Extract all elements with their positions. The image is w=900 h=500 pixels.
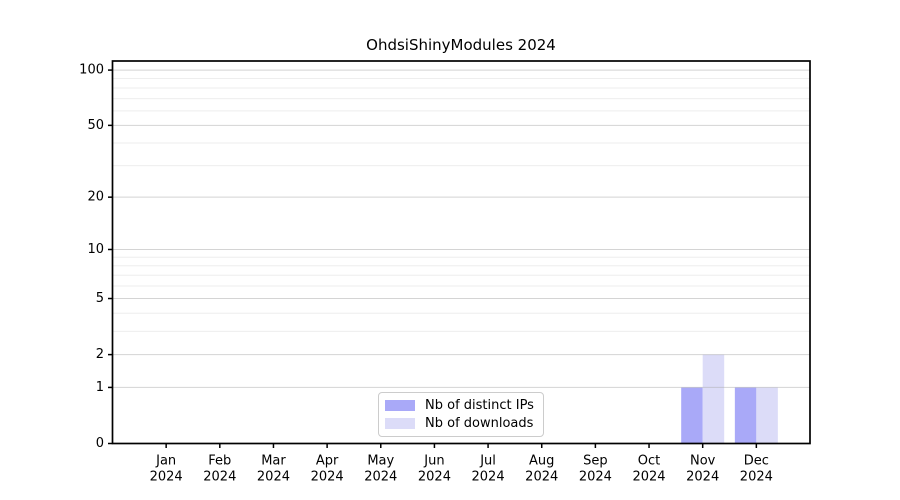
x-tick-label-month-mar: Mar bbox=[261, 454, 286, 469]
x-tick-label-year-nov: 2024 bbox=[686, 470, 719, 485]
x-tick-label-year-jun: 2024 bbox=[418, 470, 451, 485]
x-tick-label-year-feb: 2024 bbox=[203, 470, 236, 485]
y-tick-label-5: 5 bbox=[96, 291, 104, 306]
x-tick-label-year-aug: 2024 bbox=[525, 470, 558, 485]
legend-swatch-distinct-ips bbox=[385, 400, 415, 411]
x-tick-label-month-jun: Jun bbox=[423, 454, 444, 469]
y-tick-label-20: 20 bbox=[87, 190, 104, 205]
y-tick-label-1: 1 bbox=[96, 380, 104, 395]
x-tick-label-year-may: 2024 bbox=[364, 470, 397, 485]
bar-nov-distinct-ips bbox=[681, 387, 703, 444]
y-tick-label-50: 50 bbox=[87, 118, 104, 133]
legend-swatch-downloads bbox=[385, 418, 415, 429]
x-tick-label-year-sep: 2024 bbox=[579, 470, 612, 485]
x-tick-label-year-jan: 2024 bbox=[150, 470, 183, 485]
legend: Nb of distinct IPs Nb of downloads bbox=[378, 392, 544, 437]
x-tick-label-month-jan: Jan bbox=[155, 454, 176, 469]
y-tick-label-0: 0 bbox=[96, 436, 104, 451]
x-tick-label-year-jul: 2024 bbox=[472, 470, 505, 485]
legend-entry-downloads: Nb of downloads bbox=[385, 417, 537, 430]
x-tick-label-month-sep: Sep bbox=[583, 454, 608, 469]
x-tick-label-month-apr: Apr bbox=[316, 454, 339, 469]
x-tick-label-year-dec: 2024 bbox=[740, 470, 773, 485]
x-tick-label-month-jul: Jul bbox=[479, 454, 496, 469]
x-tick-label-month-oct: Oct bbox=[638, 454, 660, 469]
legend-label-distinct-ips: Nb of distinct IPs bbox=[425, 398, 534, 413]
x-tick-label-month-may: May bbox=[367, 454, 394, 469]
bar-nov-downloads bbox=[702, 354, 725, 444]
y-tick-label-100: 100 bbox=[79, 63, 104, 78]
y-tick-label-2: 2 bbox=[96, 347, 104, 362]
chart-title: OhdsiShinyModules 2024 bbox=[366, 36, 556, 54]
legend-entry-distinct-ips: Nb of distinct IPs bbox=[385, 399, 537, 412]
y-tick-label-10: 10 bbox=[87, 242, 104, 257]
plot-spines bbox=[111, 60, 811, 445]
x-tick-label-year-oct: 2024 bbox=[632, 470, 665, 485]
bar-dec-downloads bbox=[756, 387, 778, 444]
x-tick-label-month-aug: Aug bbox=[529, 454, 554, 469]
bar-dec-distinct-ips bbox=[734, 387, 757, 444]
x-tick-label-year-mar: 2024 bbox=[257, 470, 290, 485]
x-tick-label-month-feb: Feb bbox=[208, 454, 231, 469]
legend-label-downloads: Nb of downloads bbox=[425, 416, 534, 431]
x-tick-label-month-dec: Dec bbox=[744, 454, 769, 469]
x-tick-label-year-apr: 2024 bbox=[311, 470, 344, 485]
x-tick-label-month-nov: Nov bbox=[690, 454, 716, 469]
